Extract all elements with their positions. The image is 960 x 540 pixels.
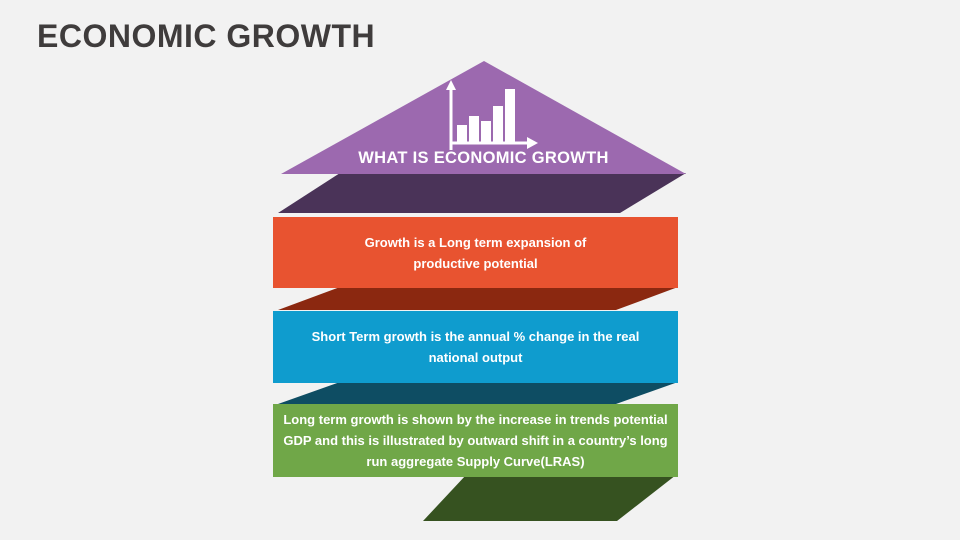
arrow-head-label: WHAT IS ECONOMIC GROWTH — [358, 149, 609, 167]
triangle-shadow-fold — [278, 173, 686, 213]
band-short-term-growth-text: Short Term growth is the annual % change… — [311, 329, 640, 365]
band-long-term-expansion: Growth is a Long term expansion of produ… — [273, 217, 678, 288]
orange-shadow-fold — [278, 287, 678, 310]
band-short-term-growth: Short Term growth is the annual % change… — [273, 311, 678, 383]
page-title: ECONOMIC GROWTH — [37, 18, 376, 54]
band-long-term-expansion-text: Growth is a Long term expansion of produ… — [364, 234, 587, 271]
blue-shadow-fold — [278, 382, 678, 404]
bar-chart-icon — [446, 80, 538, 150]
arrow-head-triangle — [281, 61, 686, 174]
chart-bars — [457, 89, 515, 143]
band-long-term-growth-lras-text: Long term growth is shown by the increas… — [283, 412, 668, 469]
band-long-term-growth-lras: Long term growth is shown by the increas… — [273, 404, 678, 477]
chart-y-axis — [446, 80, 456, 150]
arrow-tail — [423, 475, 676, 521]
